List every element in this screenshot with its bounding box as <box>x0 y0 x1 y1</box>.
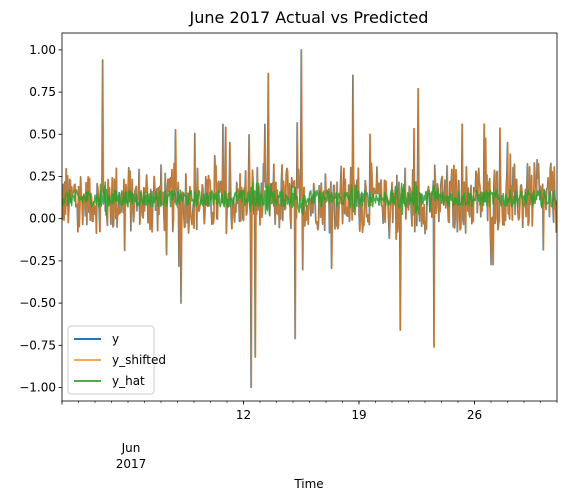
y-tick-label: −0.50 <box>19 296 56 310</box>
y-tick-label: −1.00 <box>19 380 56 394</box>
legend: y y_shifted y_hat <box>67 325 166 395</box>
y-tick-label: 1.00 <box>29 43 56 57</box>
y-axis: 1.00 0.75 0.50 0.25 0.00 −0.25 −0.50 −0.75 −1.00 <box>19 43 62 394</box>
y-tick-label: 0.00 <box>29 212 56 226</box>
y-tick-label: −0.25 <box>19 254 56 268</box>
legend-box <box>67 325 155 395</box>
x-axis-label: Time <box>293 477 323 491</box>
legend-label: y_shifted <box>112 353 166 367</box>
x-tick-label: 12 <box>236 408 251 422</box>
legend-label: y_hat <box>112 374 145 388</box>
y-tick-label: 0.25 <box>29 169 56 183</box>
legend-label: y <box>112 332 119 346</box>
x-year-label: 2017 <box>116 457 147 471</box>
y-tick-label: 0.50 <box>29 127 56 141</box>
y-tick-label: −0.75 <box>19 338 56 352</box>
series-y-hat <box>62 181 557 216</box>
x-tick-label: 26 <box>467 408 482 422</box>
x-tick-label: 19 <box>351 408 366 422</box>
x-axis: Jun 2017 12 19 26 <box>61 401 558 471</box>
y-tick-label: 0.75 <box>29 85 56 99</box>
series-layer <box>62 49 557 389</box>
chart-title: June 2017 Actual vs Predicted <box>189 8 429 27</box>
x-month-label: Jun <box>121 441 141 455</box>
